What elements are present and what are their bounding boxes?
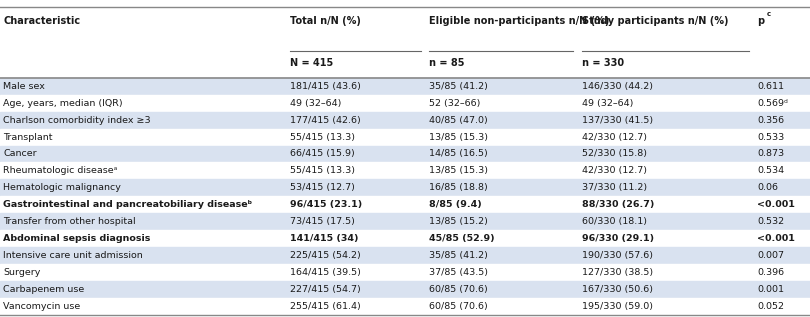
Text: 49 (32–64): 49 (32–64) — [290, 99, 341, 107]
Text: Intensive care unit admission: Intensive care unit admission — [3, 251, 143, 260]
Text: 42/330 (12.7): 42/330 (12.7) — [582, 133, 646, 141]
Text: Total n/N (%): Total n/N (%) — [290, 16, 360, 26]
Text: 60/330 (18.1): 60/330 (18.1) — [582, 217, 646, 226]
Text: n = 330: n = 330 — [582, 58, 624, 68]
Text: 96/330 (29.1): 96/330 (29.1) — [582, 234, 654, 243]
Text: 146/330 (44.2): 146/330 (44.2) — [582, 82, 653, 91]
Bar — [0, 129, 810, 146]
Text: 16/85 (18.8): 16/85 (18.8) — [429, 184, 488, 192]
Text: <0.001: <0.001 — [757, 234, 795, 243]
Text: 53/415 (12.7): 53/415 (12.7) — [290, 184, 355, 192]
Text: Male sex: Male sex — [3, 82, 45, 91]
Text: 35/85 (41.2): 35/85 (41.2) — [429, 251, 488, 260]
Bar — [0, 162, 810, 179]
Text: Charlson comorbidity index ≥3: Charlson comorbidity index ≥3 — [3, 116, 151, 125]
Text: Gastrointestinal and pancreatobiliary diseaseᵇ: Gastrointestinal and pancreatobiliary di… — [3, 200, 253, 209]
Text: Eligible non-participants n/N (%): Eligible non-participants n/N (%) — [429, 16, 610, 26]
Text: 52 (32–66): 52 (32–66) — [429, 99, 480, 107]
Text: 0.06: 0.06 — [757, 184, 778, 192]
Bar — [0, 179, 810, 196]
Text: Cancer: Cancer — [3, 150, 37, 158]
Text: 195/330 (59.0): 195/330 (59.0) — [582, 302, 653, 311]
Text: 0.569ᵈ: 0.569ᵈ — [757, 99, 788, 107]
Text: 177/415 (42.6): 177/415 (42.6) — [290, 116, 360, 125]
Bar — [0, 281, 810, 298]
Text: 190/330 (57.6): 190/330 (57.6) — [582, 251, 653, 260]
Text: Transplant: Transplant — [3, 133, 53, 141]
Text: 0.007: 0.007 — [757, 251, 784, 260]
Text: 37/330 (11.2): 37/330 (11.2) — [582, 184, 646, 192]
Text: 0.356: 0.356 — [757, 116, 784, 125]
Text: Carbapenem use: Carbapenem use — [3, 285, 84, 294]
Bar — [0, 112, 810, 129]
Text: 0.001: 0.001 — [757, 285, 784, 294]
Text: n = 85: n = 85 — [429, 58, 465, 68]
Text: 55/415 (13.3): 55/415 (13.3) — [290, 133, 355, 141]
Bar — [0, 213, 810, 230]
Text: 13/85 (15.2): 13/85 (15.2) — [429, 217, 488, 226]
Text: 42/330 (12.7): 42/330 (12.7) — [582, 166, 646, 175]
Text: c: c — [766, 11, 770, 16]
Text: Surgery: Surgery — [3, 268, 40, 277]
Text: Transfer from other hospital: Transfer from other hospital — [3, 217, 136, 226]
Text: 13/85 (15.3): 13/85 (15.3) — [429, 133, 488, 141]
Text: 167/330 (50.6): 167/330 (50.6) — [582, 285, 653, 294]
Text: 137/330 (41.5): 137/330 (41.5) — [582, 116, 653, 125]
Text: Vancomycin use: Vancomycin use — [3, 302, 80, 311]
Text: 0.052: 0.052 — [757, 302, 784, 311]
Text: 49 (32–64): 49 (32–64) — [582, 99, 633, 107]
Text: N = 415: N = 415 — [290, 58, 333, 68]
Text: 0.532: 0.532 — [757, 217, 784, 226]
Text: 35/85 (41.2): 35/85 (41.2) — [429, 82, 488, 91]
Text: p: p — [757, 16, 765, 26]
Text: 55/415 (13.3): 55/415 (13.3) — [290, 166, 355, 175]
Text: 225/415 (54.2): 225/415 (54.2) — [290, 251, 360, 260]
Text: 0.396: 0.396 — [757, 268, 784, 277]
Text: 60/85 (70.6): 60/85 (70.6) — [429, 285, 488, 294]
Text: 181/415 (43.6): 181/415 (43.6) — [290, 82, 360, 91]
Text: 45/85 (52.9): 45/85 (52.9) — [429, 234, 495, 243]
Text: 37/85 (43.5): 37/85 (43.5) — [429, 268, 488, 277]
Text: 164/415 (39.5): 164/415 (39.5) — [290, 268, 360, 277]
Text: Abdominal sepsis diagnosis: Abdominal sepsis diagnosis — [3, 234, 151, 243]
Text: Rheumatologic diseaseᵃ: Rheumatologic diseaseᵃ — [3, 166, 117, 175]
Text: 227/415 (54.7): 227/415 (54.7) — [290, 285, 360, 294]
Bar — [0, 95, 810, 112]
Text: 127/330 (38.5): 127/330 (38.5) — [582, 268, 653, 277]
Text: 66/415 (15.9): 66/415 (15.9) — [290, 150, 355, 158]
Text: 13/85 (15.3): 13/85 (15.3) — [429, 166, 488, 175]
Text: 73/415 (17.5): 73/415 (17.5) — [290, 217, 355, 226]
Text: 8/85 (9.4): 8/85 (9.4) — [429, 200, 482, 209]
Text: 0.534: 0.534 — [757, 166, 784, 175]
Text: 0.533: 0.533 — [757, 133, 785, 141]
Bar — [0, 196, 810, 213]
Text: <0.001: <0.001 — [757, 200, 795, 209]
Text: Characteristic: Characteristic — [3, 16, 80, 26]
Text: 96/415 (23.1): 96/415 (23.1) — [290, 200, 362, 209]
Text: 0.611: 0.611 — [757, 82, 784, 91]
Text: Study participants n/N (%): Study participants n/N (%) — [582, 16, 728, 26]
Text: 40/85 (47.0): 40/85 (47.0) — [429, 116, 488, 125]
Text: 0.873: 0.873 — [757, 150, 784, 158]
Text: Age, years, median (IQR): Age, years, median (IQR) — [3, 99, 123, 107]
Bar — [0, 247, 810, 264]
Bar — [0, 230, 810, 247]
Bar — [0, 264, 810, 281]
Text: 88/330 (26.7): 88/330 (26.7) — [582, 200, 654, 209]
Bar — [0, 146, 810, 162]
Text: 14/85 (16.5): 14/85 (16.5) — [429, 150, 488, 158]
Text: 52/330 (15.8): 52/330 (15.8) — [582, 150, 646, 158]
Text: 60/85 (70.6): 60/85 (70.6) — [429, 302, 488, 311]
Text: 255/415 (61.4): 255/415 (61.4) — [290, 302, 360, 311]
Bar — [0, 78, 810, 94]
Text: 141/415 (34): 141/415 (34) — [290, 234, 359, 243]
Text: Hematologic malignancy: Hematologic malignancy — [3, 184, 121, 192]
Bar — [0, 298, 810, 315]
